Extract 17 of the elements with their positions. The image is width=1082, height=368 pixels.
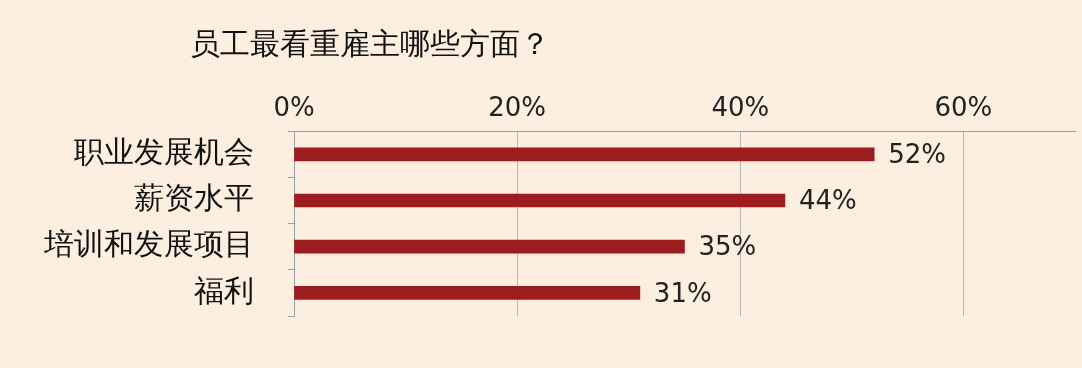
data-label: 35% bbox=[698, 231, 757, 262]
y-tick-label: 福利 bbox=[194, 272, 254, 308]
data-label: 44% bbox=[798, 185, 857, 216]
bar bbox=[294, 286, 641, 300]
y-tick-label: 薪资水平 bbox=[134, 180, 254, 216]
bar bbox=[294, 239, 685, 254]
bar bbox=[294, 193, 786, 208]
chart-title: 员工最看重雇主哪些方面？ bbox=[190, 25, 550, 61]
bar bbox=[294, 147, 875, 162]
y-tick-label: 职业发展机会 bbox=[74, 134, 254, 170]
data-label: 31% bbox=[653, 277, 712, 308]
x-tick-label: 0% bbox=[273, 92, 315, 123]
y-tick-label: 培训和发展项目 bbox=[43, 226, 254, 262]
x-tick-label: 20% bbox=[488, 92, 547, 123]
x-tick-label: 60% bbox=[934, 92, 993, 123]
data-label: 52% bbox=[888, 139, 946, 170]
x-tick-label: 40% bbox=[711, 92, 770, 123]
